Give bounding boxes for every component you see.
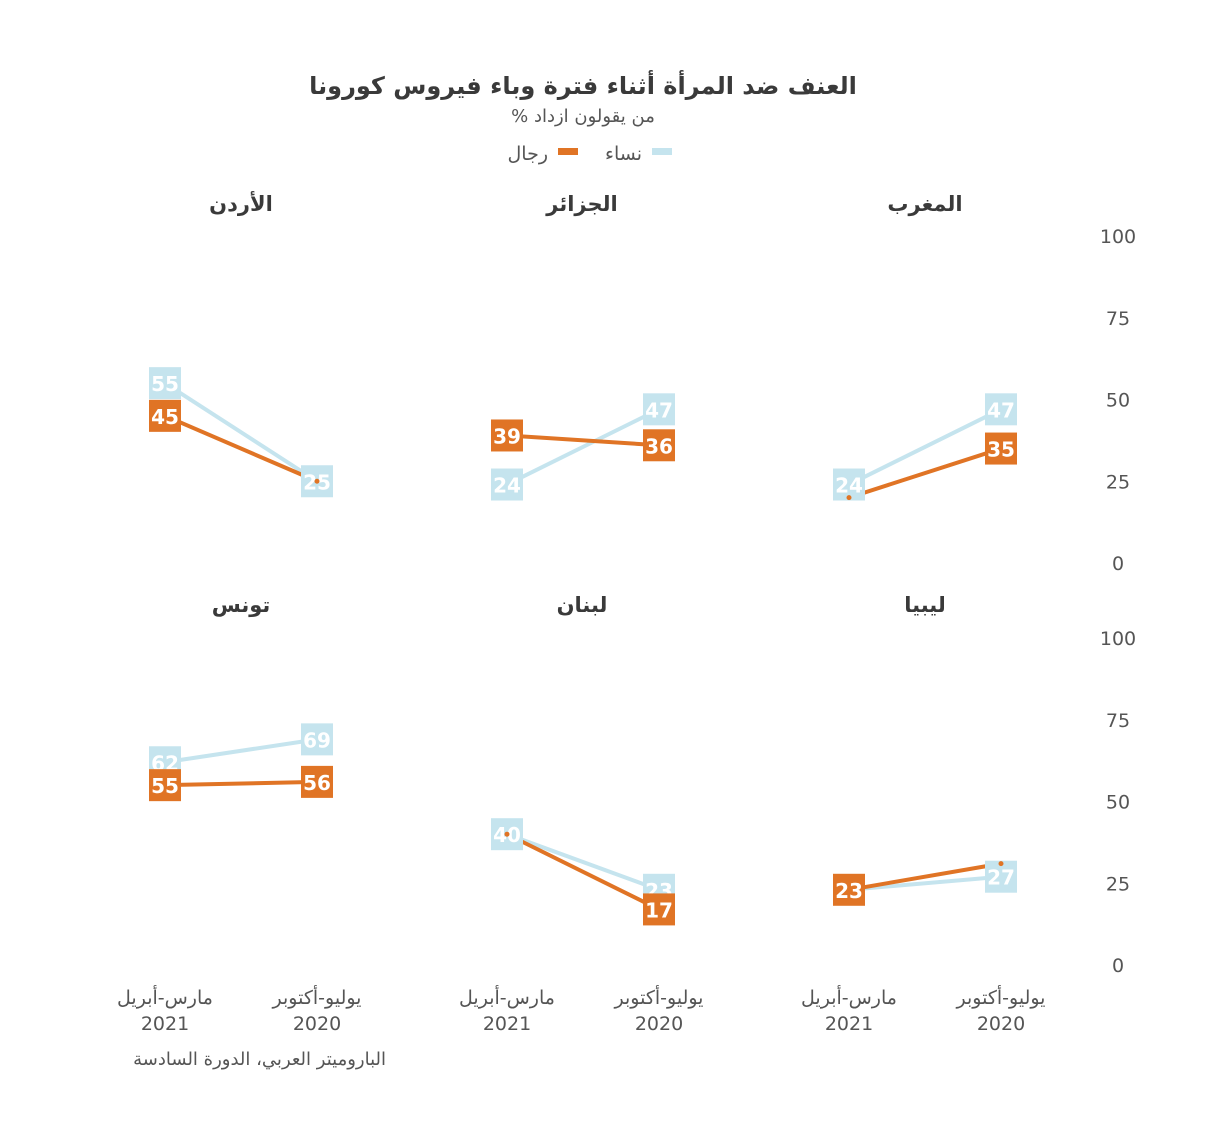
panel: الجزائر 47 24 36 39 bbox=[491, 192, 675, 501]
panels: المغرب472435الجزائر47243639الأردن255545ل… bbox=[149, 190, 1017, 926]
y-tick-label: 50 bbox=[1106, 792, 1130, 814]
x-tick-label: مارس-أبريل bbox=[459, 985, 555, 1009]
x-tick-label: 2020 bbox=[293, 1013, 341, 1035]
data-point-women bbox=[643, 393, 675, 426]
panel: المغرب 47 24 35 bbox=[833, 192, 1017, 501]
series-line-men bbox=[848, 446, 1002, 500]
data-label: 35 bbox=[987, 438, 1015, 462]
legend-men-swatch bbox=[558, 148, 578, 155]
data-point-men bbox=[833, 873, 865, 906]
series-line-women bbox=[506, 407, 660, 487]
data-label: 47 bbox=[645, 398, 673, 422]
x-tick-label: 2020 bbox=[977, 1013, 1025, 1035]
data-point-men bbox=[149, 399, 181, 432]
data-point-men bbox=[314, 478, 320, 484]
series-line-women bbox=[506, 832, 660, 892]
data-label: 69 bbox=[303, 728, 331, 752]
series-line-women bbox=[848, 874, 1002, 892]
panel-title: لبنان bbox=[557, 593, 608, 617]
y-tick-label: 75 bbox=[1106, 308, 1130, 330]
data-point-men bbox=[149, 769, 181, 802]
series-line-women bbox=[164, 737, 318, 765]
panel: ليبيا 27 23 bbox=[833, 593, 1017, 906]
x-tick-label: مارس-أبريل bbox=[801, 985, 897, 1009]
data-point-men bbox=[846, 495, 852, 501]
legend: نساء رجال bbox=[507, 143, 672, 165]
data-point-women bbox=[301, 723, 333, 756]
y-tick-label: 50 bbox=[1106, 390, 1130, 412]
chart-subtitle: % من يقولون ازداد bbox=[511, 106, 655, 127]
data-point-men bbox=[643, 429, 675, 462]
series-line-men bbox=[506, 433, 660, 448]
legend-women-label: نساء bbox=[605, 143, 642, 165]
chart-title: العنف ضد المرأة أثناء فترة وباء فيروس كو… bbox=[309, 70, 857, 100]
data-label: 55 bbox=[151, 774, 179, 798]
panel-title: تونس bbox=[212, 593, 271, 617]
legend-women-swatch bbox=[652, 148, 672, 155]
x-tick-label: 2020 bbox=[635, 1013, 683, 1035]
data-label: 56 bbox=[303, 771, 331, 795]
series-line-men bbox=[164, 779, 318, 788]
data-label: 47 bbox=[987, 398, 1015, 422]
series-line-women bbox=[163, 381, 319, 483]
data-point-women bbox=[985, 393, 1017, 426]
panel-title: الجزائر bbox=[545, 192, 617, 216]
data-label: 36 bbox=[645, 434, 673, 458]
data-label: 55 bbox=[151, 372, 179, 396]
x-tick-label: يوليو-أكتوبر bbox=[614, 985, 704, 1009]
data-label: 23 bbox=[835, 879, 863, 903]
data-point-men bbox=[491, 419, 523, 452]
y-tick-label: 100 bbox=[1100, 628, 1136, 650]
data-point-women bbox=[491, 468, 523, 501]
panel-title: الأردن bbox=[209, 190, 273, 216]
source-note: الباروميتر العربي، الدورة السادسة bbox=[133, 1049, 386, 1070]
data-point-men bbox=[643, 893, 675, 926]
series-line-women bbox=[848, 407, 1002, 487]
data-label: 27 bbox=[987, 866, 1015, 890]
panel-title: المغرب bbox=[887, 192, 962, 216]
y-tick-label: 25 bbox=[1106, 471, 1130, 493]
x-axis: يوليو-أكتوبر 2020 مارس-أبريل 2021 يوليو-أكتو… bbox=[117, 985, 1045, 1035]
x-tick-label: 2021 bbox=[141, 1013, 189, 1035]
x-tick-label: 2021 bbox=[483, 1013, 531, 1035]
panel-title: ليبيا bbox=[904, 593, 946, 617]
y-tick-label: 75 bbox=[1106, 710, 1130, 732]
y-axis-top: 0 25 50 75 100 bbox=[1100, 226, 1136, 575]
y-tick-label: 0 bbox=[1112, 553, 1124, 575]
x-tick-label: 2021 bbox=[825, 1013, 873, 1035]
series-line-men bbox=[848, 861, 1002, 892]
series-line-men bbox=[164, 414, 318, 484]
data-point-men bbox=[985, 432, 1017, 465]
panel: لبنان234017 bbox=[491, 593, 675, 926]
series-line-men bbox=[506, 832, 660, 912]
data-point-men bbox=[504, 831, 510, 837]
y-tick-label: 0 bbox=[1112, 955, 1124, 977]
data-label: 17 bbox=[645, 898, 673, 922]
data-label: 39 bbox=[493, 424, 521, 448]
x-tick-label: يوليو-أكتوبر bbox=[956, 985, 1046, 1009]
legend-men-label: رجال bbox=[507, 143, 548, 165]
y-axis-bottom: 0 25 50 75 100 bbox=[1100, 628, 1136, 977]
y-tick-label: 100 bbox=[1100, 226, 1136, 248]
data-point-men bbox=[301, 765, 333, 798]
y-tick-label: 25 bbox=[1106, 873, 1130, 895]
x-tick-label: مارس-أبريل bbox=[117, 985, 213, 1009]
panel: الأردن255545 bbox=[149, 190, 333, 498]
data-point-men bbox=[998, 861, 1004, 867]
data-label: 24 bbox=[493, 474, 521, 498]
data-label: 45 bbox=[151, 405, 179, 429]
data-point-women bbox=[149, 367, 181, 400]
x-tick-label: يوليو-أكتوبر bbox=[272, 985, 362, 1009]
data-label: 24 bbox=[835, 474, 863, 498]
